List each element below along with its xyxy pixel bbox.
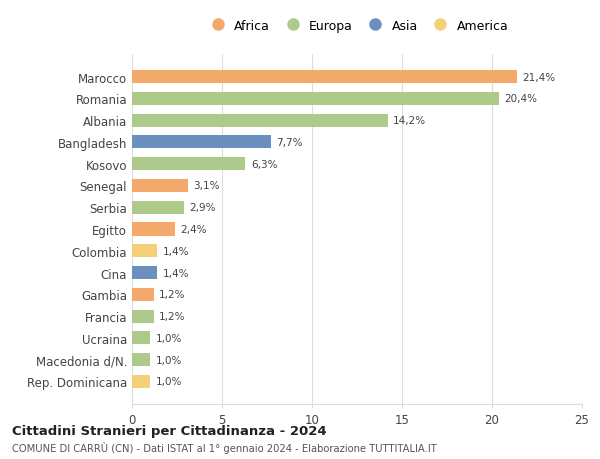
Text: 20,4%: 20,4% [505,94,538,104]
Legend: Africa, Europa, Asia, America: Africa, Europa, Asia, America [202,16,512,36]
Text: 1,4%: 1,4% [163,246,189,256]
Bar [132,179,188,193]
Text: 21,4%: 21,4% [523,73,556,83]
Text: 14,2%: 14,2% [393,116,426,126]
Text: 1,2%: 1,2% [159,290,185,300]
Bar [132,136,271,149]
Bar [132,223,175,236]
Bar [132,158,245,171]
Text: 2,4%: 2,4% [181,224,207,235]
Text: 2,9%: 2,9% [190,203,216,213]
Bar [132,71,517,84]
Bar [132,93,499,106]
Text: Cittadini Stranieri per Cittadinanza - 2024: Cittadini Stranieri per Cittadinanza - 2… [12,424,326,437]
Text: 1,0%: 1,0% [155,333,182,343]
Text: COMUNE DI CARRÙ (CN) - Dati ISTAT al 1° gennaio 2024 - Elaborazione TUTTITALIA.I: COMUNE DI CARRÙ (CN) - Dati ISTAT al 1° … [12,441,437,453]
Bar [132,375,150,388]
Text: 7,7%: 7,7% [276,138,302,148]
Bar [132,266,157,280]
Bar [132,310,154,323]
Bar [132,353,150,366]
Text: 3,1%: 3,1% [193,181,220,191]
Bar [132,245,157,258]
Bar [132,288,154,301]
Text: 1,0%: 1,0% [155,355,182,365]
Text: 6,3%: 6,3% [251,159,277,169]
Bar [132,331,150,345]
Bar [132,114,388,128]
Text: 1,4%: 1,4% [163,268,189,278]
Bar [132,201,184,214]
Text: 1,0%: 1,0% [155,376,182,386]
Text: 1,2%: 1,2% [159,311,185,321]
